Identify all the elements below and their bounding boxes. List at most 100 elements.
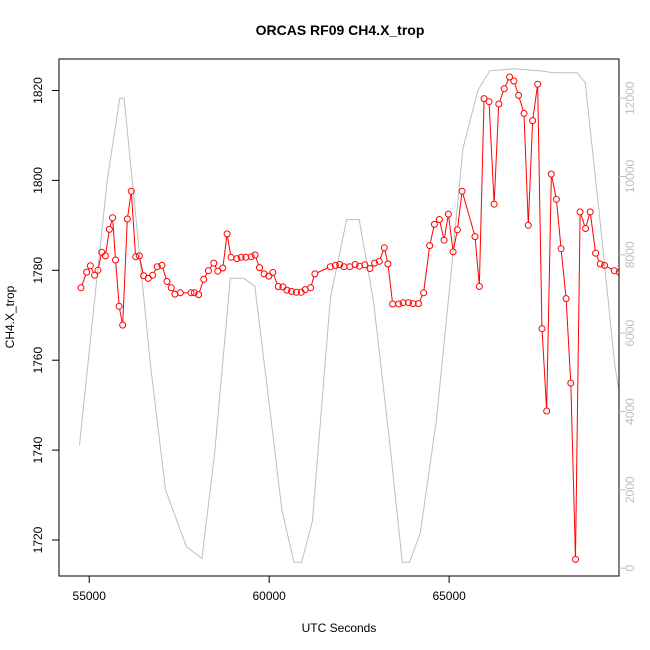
primary-series-segment [139, 258, 144, 273]
primary-series-segment [419, 295, 423, 301]
primary-series-segment [115, 263, 120, 304]
primary-series-segment [429, 227, 435, 243]
data-point [351, 261, 359, 268]
data-point [227, 253, 235, 261]
data-point [500, 85, 508, 93]
primary-series-segment [580, 214, 585, 226]
data-point [596, 260, 604, 268]
primary-series-segment [387, 267, 393, 301]
data-point [420, 289, 428, 297]
data-point [233, 255, 241, 263]
primary-series-segment [112, 220, 116, 257]
data-point [336, 261, 344, 268]
data-point [520, 109, 528, 117]
data-point [636, 298, 642, 304]
y-right-tick-label: 0 [623, 565, 637, 572]
y-right-tick-label: 12000 [623, 81, 637, 115]
primary-series-segment [570, 386, 576, 557]
y-tick-label: 1780 [31, 257, 45, 284]
primary-series-segment [162, 268, 167, 279]
data-point [158, 261, 166, 269]
y-tick-label: 1820 [31, 77, 45, 104]
primary-series-segment [379, 250, 384, 259]
data-point [471, 233, 479, 241]
data-point [307, 284, 315, 292]
data-point [326, 263, 334, 271]
data-point [557, 245, 565, 253]
data-point [510, 77, 518, 85]
data-point [265, 272, 273, 280]
y-tick-label: 1740 [31, 436, 45, 463]
data-point [415, 300, 422, 308]
primary-series-segment [462, 194, 475, 234]
data-point [529, 117, 537, 125]
primary-series-segment [98, 255, 102, 268]
x-tick-label: 60000 [252, 589, 286, 603]
primary-series-segment [317, 267, 328, 273]
data-point [77, 284, 85, 292]
data-point [109, 214, 117, 222]
data-point [176, 289, 184, 297]
data-point [395, 300, 403, 308]
data-point [163, 278, 171, 285]
data-point [375, 257, 383, 265]
data-point [187, 289, 195, 297]
primary-series-segment [423, 248, 430, 290]
y-axis-label: CH4.X_trop [3, 285, 17, 348]
data-point [543, 407, 551, 415]
data-point [567, 379, 575, 387]
y-right-tick-label: 6000 [623, 320, 637, 347]
x-axis-label: UTC Seconds [302, 621, 377, 635]
data-point [562, 295, 570, 303]
data-point [444, 210, 452, 218]
primary-series-segment [222, 237, 228, 265]
data-point [195, 291, 203, 299]
data-point [86, 262, 94, 270]
primary-series-segment [105, 232, 110, 253]
data-point [283, 286, 291, 294]
primary-series-segment [575, 215, 581, 557]
data-point [435, 216, 443, 223]
primary-series-segment [532, 87, 538, 118]
primary-series-segment [565, 301, 572, 380]
primary-series-segment [457, 194, 463, 227]
data-point [98, 248, 106, 256]
primary-series-segment [546, 177, 552, 408]
primary-series-segment [384, 250, 388, 262]
primary-series-segment [199, 282, 204, 292]
primary-series-segment [81, 274, 87, 285]
primary-series-segment [127, 194, 132, 216]
data-point [641, 298, 647, 304]
data-point [293, 288, 300, 296]
primary-series-segment [523, 116, 529, 223]
primary-series-segment [204, 273, 208, 277]
primary-series-segment [227, 236, 231, 255]
data-point [524, 221, 532, 229]
data-point [144, 274, 152, 282]
data-point [426, 242, 434, 250]
primary-series-segment [478, 101, 485, 284]
primary-series-segment [537, 87, 543, 326]
primary-series-segment [453, 232, 458, 249]
data-point [274, 283, 282, 290]
data-point [389, 300, 397, 308]
data-point [149, 271, 157, 279]
data-point [256, 264, 263, 272]
primary-series-segment [255, 257, 259, 265]
primary-series-segment [514, 83, 519, 93]
data-point [210, 259, 218, 267]
data-point [269, 269, 277, 276]
primary-series-segment [519, 98, 524, 111]
data-point [582, 225, 589, 232]
y-tick-label: 1800 [31, 167, 45, 194]
primary-series-segment [551, 177, 557, 197]
primary-series-segment [444, 217, 449, 238]
data-point [458, 187, 466, 195]
primary-series-segment [109, 220, 113, 227]
data-point [576, 208, 584, 216]
plot-area [77, 68, 647, 563]
x-tick-label: 55000 [73, 589, 107, 603]
primary-series-segment [439, 222, 444, 238]
primary-series-segment [585, 214, 590, 226]
